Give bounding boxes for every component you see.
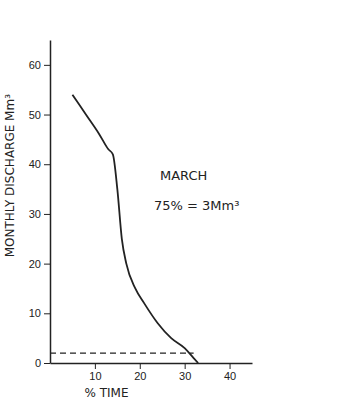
y-tick: 40 [29, 158, 50, 170]
annotation: 75% = 3Mm³ [154, 198, 239, 213]
y-axis: 0 10 20 30 40 50 60 [29, 41, 51, 370]
x-tick-mark [95, 363, 96, 369]
x-tick: 30 [179, 363, 191, 382]
x-tick-label: 20 [134, 370, 146, 382]
y-axis-line [50, 41, 52, 364]
x-tick: 40 [224, 363, 236, 382]
y-tick-mark [44, 164, 50, 165]
y-tick-label: 20 [29, 258, 41, 270]
y-tick: 50 [29, 109, 50, 121]
y-tick-label: 10 [29, 307, 41, 319]
dashed-line [50, 352, 194, 353]
y-axis-title: MONTHLY DISCHARGE Mm³ [3, 94, 17, 257]
y-tick-label: 0 [35, 357, 41, 369]
y-tick-mark [44, 264, 50, 265]
y-tick-label: 40 [29, 158, 41, 170]
x-tick: 20 [134, 363, 146, 382]
y-tick-mark [44, 65, 50, 66]
y-tick-mark [44, 214, 50, 215]
y-tick: 20 [29, 258, 50, 270]
x-tick-label: 40 [224, 370, 236, 382]
duration-curve [72, 95, 198, 363]
x-axis: 10 20 30 40 [51, 363, 253, 382]
y-tick: 60 [29, 59, 50, 71]
x-tick-label: 10 [89, 370, 101, 382]
y-tick-label: 60 [29, 59, 41, 71]
y-tick-mark [44, 313, 50, 314]
y-tick: 0 [35, 357, 50, 369]
chart: 10 20 30 40 0 10 20 30 40 50 60 % TIME MONTHLY DISCH… [0, 0, 338, 403]
x-tick: 10 [89, 363, 101, 382]
x-axis-title: % TIME [85, 386, 129, 400]
annotation: MARCH [160, 168, 207, 183]
plot: 10 20 30 40 0 10 20 30 40 50 60 [29, 41, 253, 382]
y-tick: 30 [29, 208, 50, 220]
x-axis-line [51, 363, 253, 365]
x-tick-mark [140, 363, 141, 369]
y-tick-label: 50 [29, 109, 41, 121]
y-tick: 10 [29, 307, 50, 319]
y-tick-label: 30 [29, 208, 41, 220]
x-tick-mark [230, 363, 231, 369]
y-tick-mark [44, 115, 50, 116]
x-tick-mark [185, 363, 186, 369]
y-tick-mark [44, 363, 50, 364]
x-tick-label: 30 [179, 370, 191, 382]
series-group [50, 95, 198, 363]
